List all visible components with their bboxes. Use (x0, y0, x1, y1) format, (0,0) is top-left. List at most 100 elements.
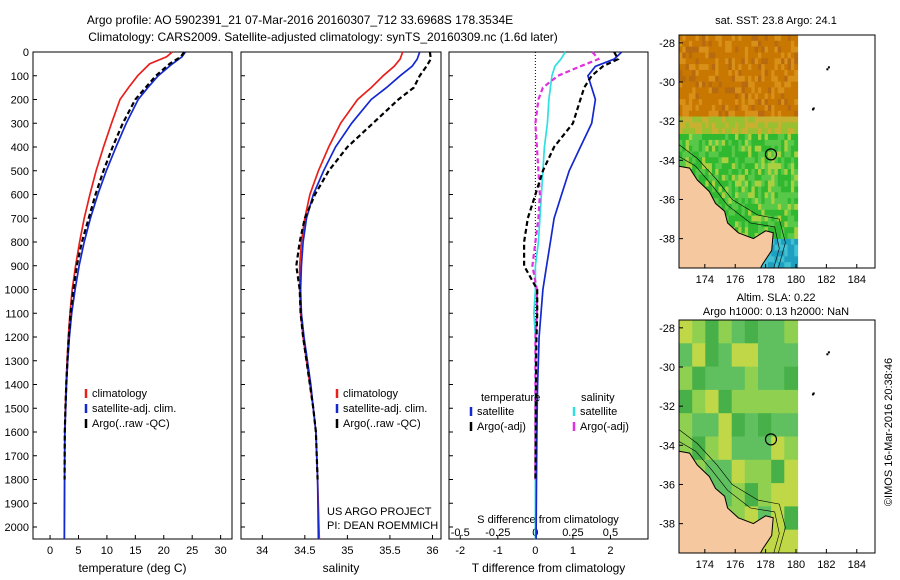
map-cell (764, 70, 769, 77)
map-cell (741, 87, 746, 94)
map-cell (774, 134, 779, 141)
map-cell (682, 75, 687, 83)
map-cell (771, 151, 776, 158)
map-cell (735, 227, 739, 234)
map-cell (688, 93, 693, 100)
map-cell (698, 64, 703, 71)
map-cell (761, 203, 766, 211)
map-cell (764, 203, 769, 211)
latitude-tick-label: -32 (659, 401, 675, 413)
map-cell (738, 87, 743, 94)
map-cell (771, 58, 776, 65)
map-cell (781, 70, 785, 77)
depth-tick-label: 1500 (5, 403, 29, 415)
map-cell (758, 389, 772, 414)
map-cell (741, 40, 746, 48)
map-cell (794, 174, 799, 182)
map-cell (781, 169, 785, 176)
map-cell (735, 128, 739, 135)
map-cell (688, 139, 693, 147)
map-cell (784, 343, 799, 368)
map-cell (711, 163, 716, 170)
satellite-temperature-line (63, 51, 187, 539)
map-cell (705, 93, 710, 100)
map-cell (698, 134, 703, 141)
map-cell (764, 262, 769, 268)
map-cell (774, 169, 779, 176)
map-cell (685, 163, 690, 170)
map-cell (767, 104, 772, 112)
map-cell (744, 186, 749, 193)
map-cell (761, 110, 766, 118)
latitude-tick-label: -34 (659, 155, 675, 167)
map-cell (787, 145, 792, 153)
map-cell (725, 139, 729, 147)
map-cell (761, 145, 766, 153)
map-cell (738, 203, 743, 211)
map-cell (692, 87, 697, 94)
map-cell (767, 215, 772, 222)
map-cell (767, 35, 772, 42)
map-cell (715, 192, 720, 199)
map-cell (735, 221, 739, 228)
map-cell (728, 151, 733, 158)
map-cell (688, 110, 693, 118)
map-cell (790, 169, 795, 176)
map-cell (751, 163, 756, 170)
map-cell (771, 139, 776, 147)
map-cell (754, 128, 759, 135)
map-cell (685, 87, 690, 94)
map-cell (715, 87, 720, 94)
map-cell (682, 110, 687, 118)
map-cell (711, 192, 716, 199)
map-cell (692, 413, 706, 438)
map-cell (725, 52, 729, 59)
map-cell (725, 93, 729, 100)
salinity-legend-label: climatology (343, 388, 399, 400)
map-cell (725, 75, 729, 83)
map-cell (721, 180, 726, 187)
map-cell (744, 413, 759, 438)
map-cell (777, 87, 782, 94)
map-cell (728, 81, 733, 88)
map-cell (715, 145, 720, 153)
map-cell (731, 198, 736, 205)
map-cell (735, 122, 739, 129)
map-cell (718, 93, 723, 100)
temperature-satellite-difference-line (535, 51, 623, 539)
map-cell (708, 110, 713, 118)
map-cell (777, 233, 782, 240)
map-cell (771, 250, 776, 257)
map-cell (774, 46, 779, 53)
map-cell (705, 134, 710, 141)
difference-legend-label: satellite (580, 406, 617, 418)
map-cell (735, 215, 739, 222)
map-cell (767, 169, 772, 176)
map-cell (787, 169, 792, 176)
map-cell (754, 46, 759, 53)
temperature-tick-label: 5 (75, 545, 81, 557)
map-cell (771, 221, 776, 228)
map-cell (774, 128, 779, 135)
map-cell (738, 58, 743, 65)
map-cell (748, 145, 752, 153)
map-cell (794, 209, 799, 217)
map-cell (725, 215, 729, 222)
map-cell (764, 209, 769, 217)
map-cell (777, 52, 782, 59)
map-cell (787, 122, 792, 129)
map-cell (787, 58, 792, 65)
map-cell (781, 215, 785, 222)
map-cell (754, 58, 759, 65)
map-cell (738, 151, 743, 158)
map-cell (767, 180, 772, 187)
map-cell (781, 262, 785, 268)
map-cell (784, 186, 789, 193)
map-cell (702, 122, 706, 129)
figure-title-line1: Argo profile: AO 5902391_21 07-Mar-2016 … (87, 13, 513, 27)
map-cell (711, 64, 716, 71)
map-cell (702, 174, 706, 182)
depth-tick-label: 1800 (5, 475, 29, 487)
map-cell (751, 52, 756, 59)
map-cell (705, 75, 710, 83)
